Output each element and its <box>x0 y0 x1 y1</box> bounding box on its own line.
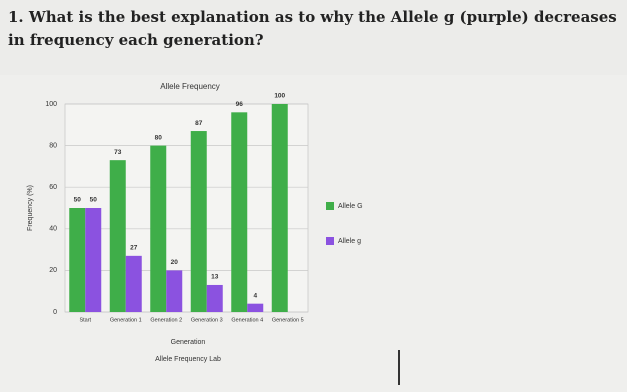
data-label: 4 <box>253 292 257 299</box>
x-tick-label: Generation 5 <box>272 317 304 323</box>
legend-swatch <box>326 237 334 245</box>
x-tick-label: Generation 3 <box>191 317 223 323</box>
bar <box>109 160 126 312</box>
x-tick-label: Start <box>79 317 91 323</box>
y-tick-label: 100 <box>45 101 57 108</box>
y-tick-label: 20 <box>49 267 57 274</box>
caption: Allele Frequency Lab <box>155 356 221 363</box>
data-label: 96 <box>236 101 244 108</box>
y-tick-label: 60 <box>49 184 57 191</box>
data-label: 20 <box>171 259 179 266</box>
legend-label: Allele g <box>338 238 361 245</box>
y-tick-label: 40 <box>49 226 57 233</box>
x-tick-label: Generation 4 <box>231 317 263 323</box>
data-label: 100 <box>274 93 285 100</box>
legend-swatch <box>326 202 334 210</box>
data-label: 50 <box>74 197 82 204</box>
y-axis-label: Frequency (%) <box>27 185 34 231</box>
x-tick-label: Generation 2 <box>150 317 182 323</box>
x-tick-label: Generation 1 <box>110 317 142 323</box>
question: 1. What is the best explanation as to wh… <box>8 8 617 49</box>
bar <box>271 104 288 312</box>
bar <box>247 303 264 312</box>
y-tick-label: 80 <box>49 142 57 149</box>
y-tick-label: 0 <box>53 309 57 316</box>
chart-title: Allele Frequency <box>160 82 220 91</box>
bar <box>150 145 167 312</box>
bar <box>69 208 86 312</box>
bar <box>125 255 142 312</box>
bar <box>190 131 207 312</box>
legend-label: Allele G <box>338 203 363 210</box>
text-cursor <box>398 350 400 385</box>
bar <box>166 270 183 312</box>
data-label: 50 <box>90 197 98 204</box>
plot-area <box>64 103 309 313</box>
data-label: 13 <box>211 274 219 281</box>
data-label: 73 <box>114 149 122 156</box>
bar <box>85 208 102 312</box>
x-axis-label: Generation <box>171 339 206 346</box>
bar <box>231 112 248 312</box>
data-label: 27 <box>130 245 138 252</box>
chart: Allele Frequency Frequency (%) Generatio… <box>0 75 627 392</box>
data-label: 87 <box>195 120 203 127</box>
bar <box>206 284 223 312</box>
data-label: 80 <box>155 134 163 141</box>
